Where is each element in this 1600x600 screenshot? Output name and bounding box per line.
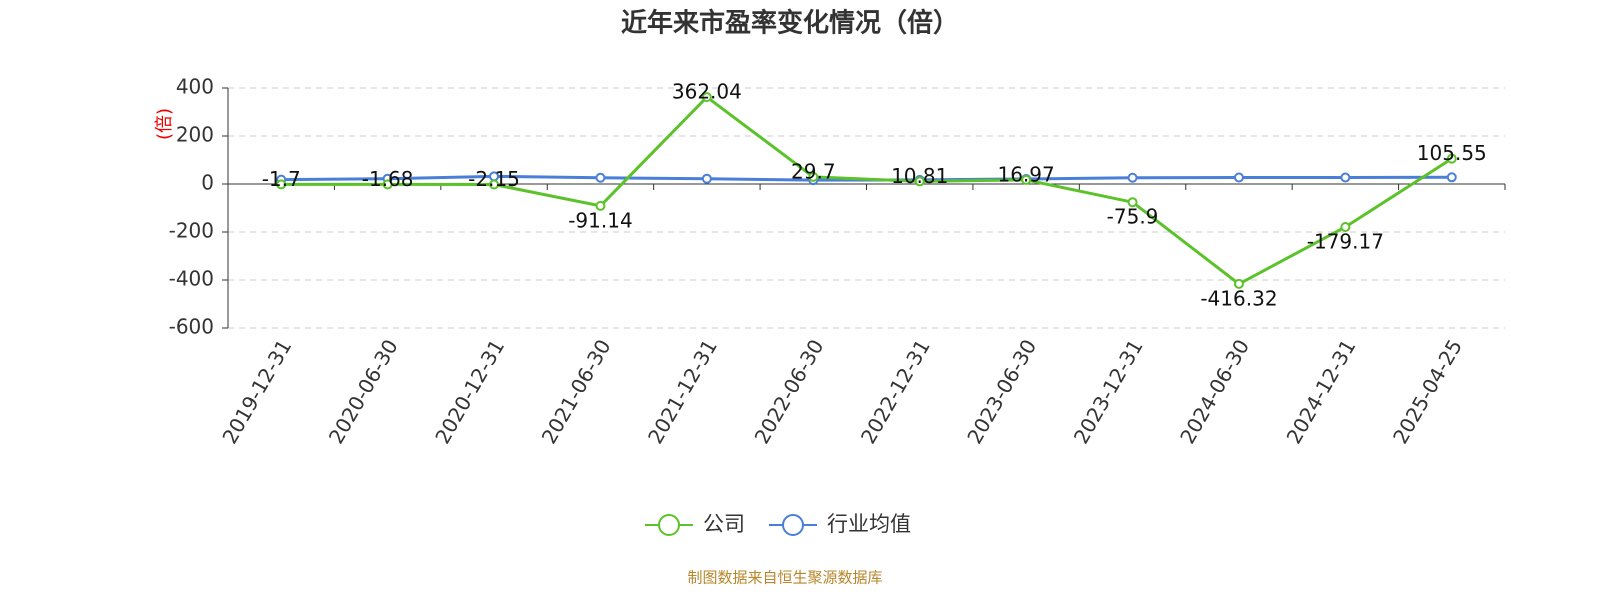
point: [808, 171, 819, 182]
x-tick-label: 2022-06-30: [749, 335, 828, 448]
point: [1340, 172, 1351, 183]
x-tick-label: 2020-12-31: [430, 335, 509, 448]
point: [701, 92, 712, 103]
y-tick-label: 400: [176, 75, 214, 99]
legend-label: 行业均值: [827, 512, 911, 536]
x-tick-label: 2022-12-31: [856, 335, 935, 448]
point: [1340, 222, 1351, 233]
x-tick-label: 2020-06-30: [324, 335, 403, 448]
data-label: -1.68: [362, 167, 414, 191]
point: [1446, 153, 1457, 164]
data-label: -75.9: [1107, 205, 1159, 229]
data-label: 10.81: [891, 164, 948, 188]
data-label: -1.7: [262, 167, 301, 191]
point: [1127, 197, 1138, 208]
x-tick-label: 2021-12-31: [643, 335, 722, 448]
y-tick-label: -200: [169, 219, 214, 243]
point: [701, 173, 712, 184]
x-tick-label: 2023-12-31: [1069, 335, 1148, 448]
point: [595, 200, 606, 211]
chart-title: 近年来市盈率变化情况（倍）: [621, 8, 959, 39]
legend-label: 公司: [703, 512, 745, 536]
x-tick-label: 2021-06-30: [537, 335, 616, 448]
point: [382, 179, 393, 190]
x-tick-label: 2024-06-30: [1175, 335, 1254, 448]
point: [276, 179, 287, 190]
data-label: -2.15: [468, 167, 520, 191]
point: [914, 176, 925, 187]
point: [489, 179, 500, 190]
legend-marker: [782, 514, 804, 536]
x-tick-label: 2019-12-31: [217, 335, 296, 448]
data-label: -179.17: [1307, 230, 1384, 254]
data-label: 362.04: [672, 80, 742, 104]
x-tick-label: 2024-12-31: [1282, 335, 1361, 448]
point: [1021, 174, 1032, 185]
point: [1233, 278, 1244, 289]
x-tick-label: 2025-04-25: [1388, 335, 1467, 448]
y-axis-label: (倍): [154, 108, 175, 140]
point: [595, 172, 606, 183]
point: [1446, 172, 1457, 183]
data-label: 16.97: [997, 162, 1054, 186]
y-tick-label: -400: [169, 267, 214, 291]
point: [1233, 172, 1244, 183]
y-tick-label: 0: [201, 171, 214, 195]
data-label: 105.55: [1417, 141, 1487, 165]
source-note: 制图数据来自恒生聚源数据库: [687, 569, 882, 587]
x-tick-label: 2023-06-30: [962, 335, 1041, 448]
y-tick-label: -600: [169, 315, 214, 339]
y-tick-label: 200: [176, 123, 214, 147]
data-label: 29.7: [791, 159, 836, 183]
data-label: -416.32: [1200, 286, 1277, 310]
data-label: -91.14: [568, 208, 632, 232]
point: [1127, 172, 1138, 183]
legend-marker: [658, 514, 680, 536]
series-line: [281, 95, 1453, 286]
